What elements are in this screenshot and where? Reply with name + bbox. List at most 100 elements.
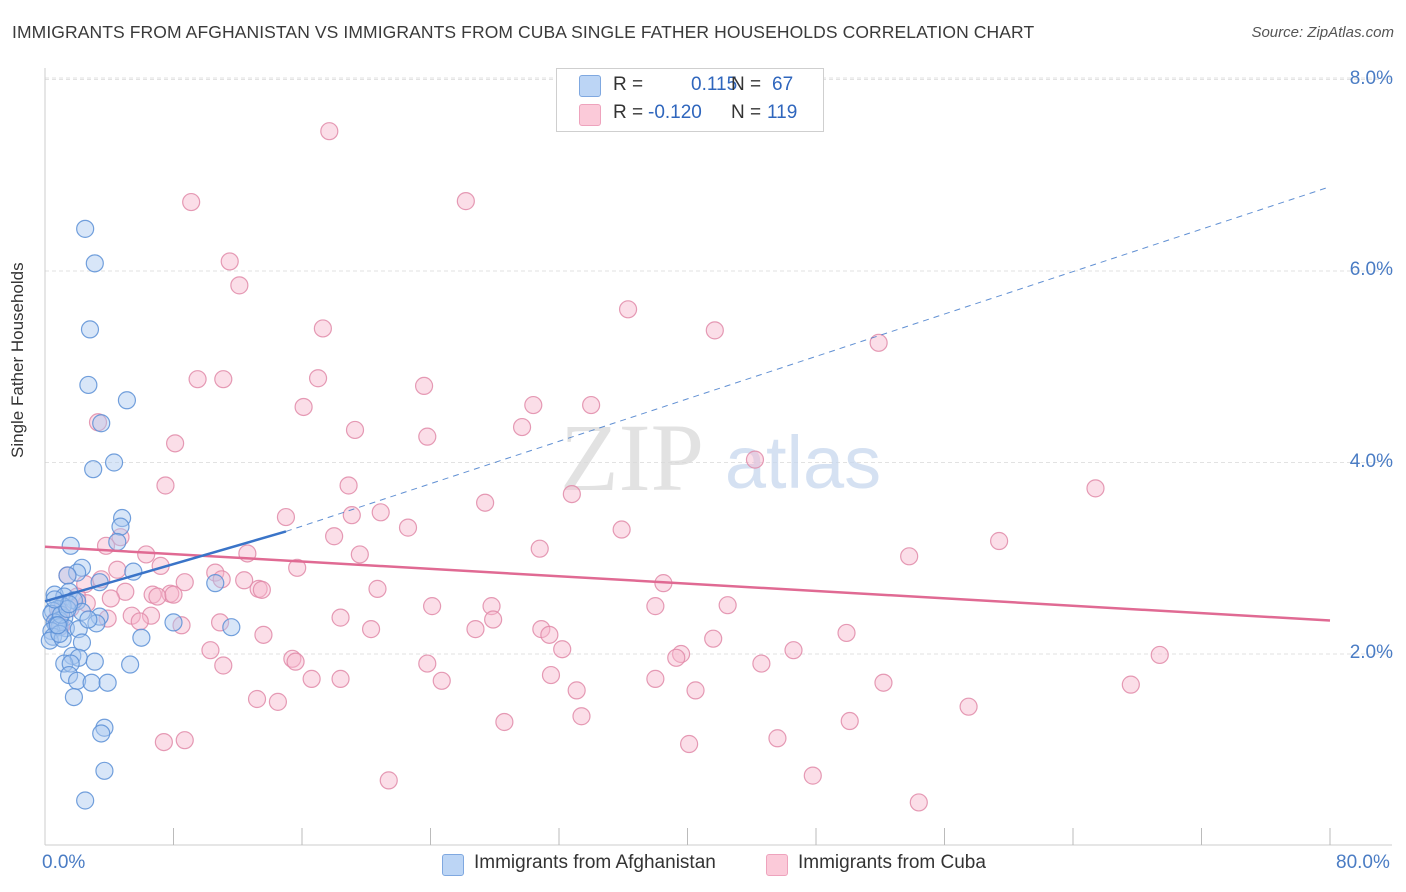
point-afghanistan <box>79 610 98 629</box>
watermark-atlas: atlas <box>725 421 881 504</box>
point-afghanistan <box>69 620 88 639</box>
point-cuba <box>704 629 723 648</box>
legend-n-label: N = <box>731 74 762 95</box>
point-cuba <box>342 506 361 525</box>
point-cuba <box>345 420 365 440</box>
point-cuba <box>423 597 442 616</box>
point-cuba <box>959 697 978 716</box>
point-cuba <box>130 612 149 631</box>
point-cuba <box>512 417 532 437</box>
point-cuba <box>667 648 686 667</box>
point-cuba <box>900 547 919 566</box>
y-tick-label: 8.0% <box>1349 67 1393 89</box>
point-cuba <box>874 673 893 692</box>
point-cuba <box>164 585 183 604</box>
point-cuba <box>398 518 418 537</box>
trend-line-cuba <box>44 545 1331 622</box>
point-cuba <box>247 689 267 709</box>
legend-n-value-afghanistan: 67 <box>772 74 794 95</box>
legend-n-value-cuba: 119 <box>767 102 798 123</box>
point-cuba <box>371 503 390 522</box>
point-cuba <box>220 252 239 271</box>
bottom-legend-cuba: Immigrants from Cuba <box>798 852 986 873</box>
point-cuba <box>294 397 313 417</box>
point-cuba <box>141 606 161 625</box>
point-cuba <box>286 652 305 671</box>
y-tick-label: 2.0% <box>1349 642 1393 663</box>
point-afghanistan <box>58 566 77 585</box>
point-afghanistan <box>117 391 137 410</box>
legend-swatch-cuba <box>579 104 601 126</box>
point-afghanistan <box>79 375 98 395</box>
point-afghanistan <box>104 453 124 472</box>
chart-title: IMMIGRANTS FROM AFGHANISTAN VS IMMIGRANT… <box>12 22 1035 42</box>
point-cuba <box>148 587 167 606</box>
point-afghanistan <box>222 618 241 637</box>
point-cuba <box>137 545 156 564</box>
point-cuba <box>990 531 1009 551</box>
point-cuba <box>268 692 288 711</box>
correlation-legend: R = 0.115 N = 67 R = -0.120 N = 119 <box>556 68 824 132</box>
point-cuba <box>254 625 273 644</box>
point-afghanistan <box>48 616 67 635</box>
point-cuba <box>484 610 503 629</box>
point-cuba <box>784 641 803 660</box>
point-afghanistan <box>98 673 117 692</box>
point-cuba <box>752 654 771 673</box>
point-cuba <box>686 681 705 700</box>
point-cuba <box>210 613 230 632</box>
point-cuba <box>466 620 485 639</box>
point-afghanistan <box>95 718 114 737</box>
point-afghanistan <box>80 320 100 339</box>
gridlines <box>45 77 1392 655</box>
point-cuba <box>108 560 127 579</box>
point-cuba <box>495 712 514 732</box>
source-label: Source: ZipAtlas.com <box>1251 24 1394 41</box>
point-cuba <box>803 766 822 785</box>
y-tick-label: 6.0% <box>1349 259 1393 280</box>
point-cuba <box>1150 645 1169 665</box>
point-afghanistan <box>95 761 114 780</box>
legend-r-value-cuba: -0.120 <box>648 102 702 123</box>
watermark-zip: ZIP <box>560 404 704 511</box>
series-afghanistan-points <box>40 219 241 810</box>
point-afghanistan <box>76 791 95 810</box>
point-cuba <box>331 608 350 627</box>
point-afghanistan <box>92 724 111 743</box>
point-cuba <box>214 656 233 675</box>
point-cuba <box>745 450 765 469</box>
point-cuba <box>214 370 233 389</box>
point-cuba <box>768 729 787 748</box>
point-cuba <box>331 669 350 688</box>
point-afghanistan <box>76 219 95 238</box>
trend-line-afghanistan <box>44 530 287 603</box>
point-cuba <box>553 640 572 659</box>
point-cuba <box>154 732 173 752</box>
point-cuba <box>418 427 437 446</box>
point-cuba <box>414 376 434 395</box>
point-cuba <box>869 333 888 352</box>
point-afghanistan <box>82 673 101 692</box>
point-cuba <box>909 793 928 812</box>
point-cuba <box>320 122 339 141</box>
point-cuba <box>182 192 201 212</box>
bottom-legend-swatch-afghanistan <box>442 854 464 876</box>
point-cuba <box>325 527 344 546</box>
legend-r-label: R = <box>613 102 644 123</box>
point-cuba <box>530 539 549 558</box>
point-cuba <box>379 771 398 790</box>
bottom-legend-afghanistan: Immigrants from Afghanistan <box>474 852 716 873</box>
point-afghanistan <box>61 654 80 673</box>
point-cuba <box>432 671 451 690</box>
point-cuba <box>618 300 638 319</box>
legend-r-value-afghanistan: 0.115 <box>691 74 738 95</box>
point-cuba <box>350 545 369 564</box>
point-cuba <box>582 395 601 415</box>
legend-r-label: R = <box>613 74 644 95</box>
point-cuba <box>101 589 120 608</box>
point-cuba <box>175 573 194 592</box>
watermark: ZIP atlas <box>560 404 881 511</box>
point-cuba <box>524 395 543 415</box>
point-cuba <box>1121 675 1140 694</box>
